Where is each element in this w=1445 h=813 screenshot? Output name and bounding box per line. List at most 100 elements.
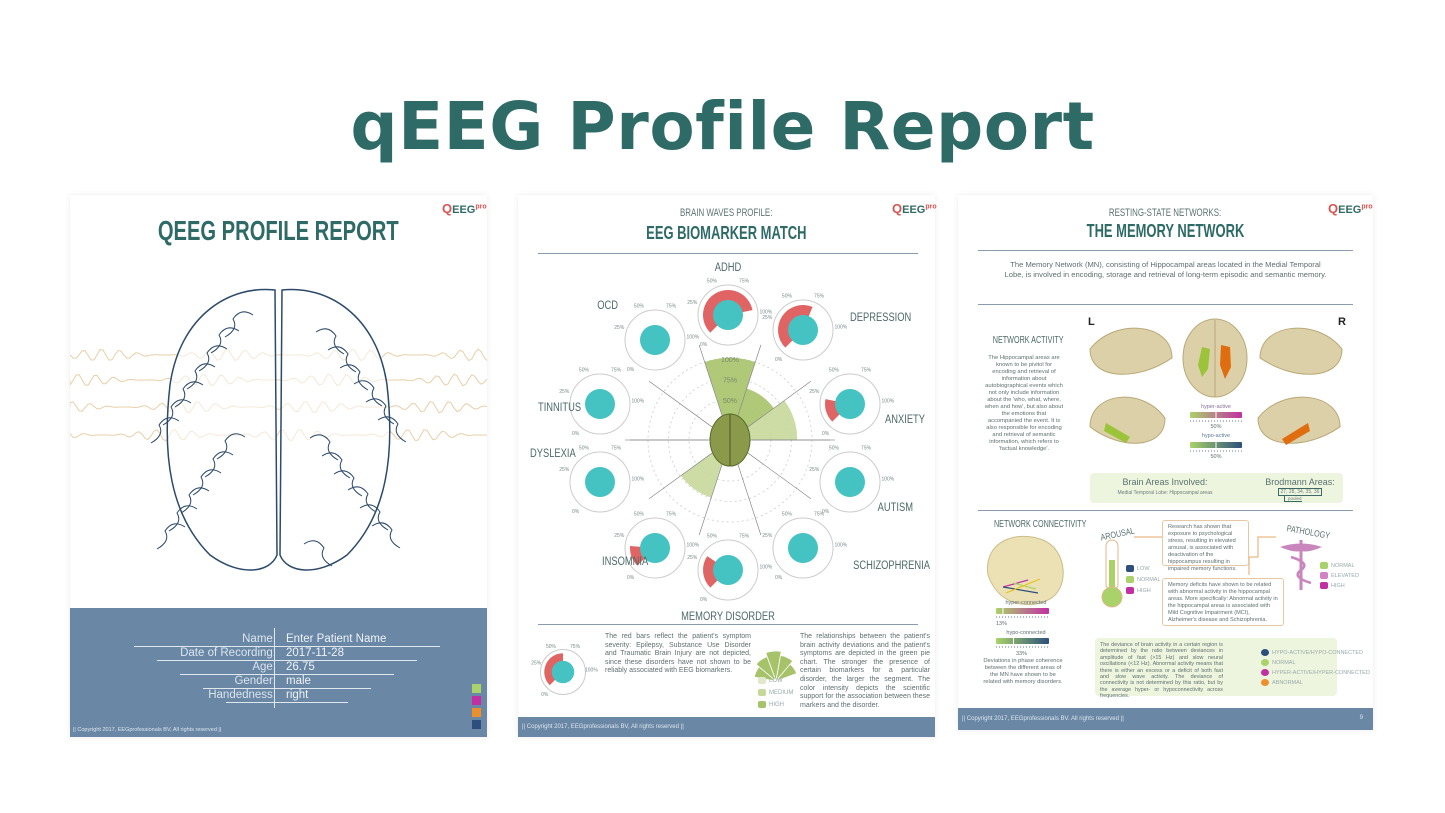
cover-title: QEEG PROFILE REPORT [158, 215, 399, 246]
gauge-center [713, 555, 743, 585]
eeg-wave-line [70, 401, 487, 414]
gauge-tick-label: 25% [809, 389, 820, 395]
footer: || Copyright 2017, EEGprofessionals BV, … [518, 717, 935, 737]
gauge-center [835, 389, 865, 419]
gauge-tick-label: 0% [822, 431, 830, 437]
connectivity-line [1002, 586, 1039, 594]
legend-label: HIGH [1137, 587, 1151, 594]
deviance-legend-item: ABNORMAL [1261, 679, 1303, 686]
network-connectivity-heading: NETWORK CONNECTIVITY [993, 519, 1087, 530]
brain-gyrus [333, 470, 363, 497]
left-hemisphere-label: L [1088, 316, 1095, 328]
legend-swatch [1261, 659, 1269, 666]
footer: || Copyright 2017, EEGprofessionals BV. … [958, 708, 1373, 730]
copyright: || Copyright 2017, EEGprofessionals BV. … [962, 716, 1124, 722]
deviance-legend-item: NORMAL [1261, 659, 1296, 666]
hyper-connected-value: 13% [996, 621, 1008, 627]
brain-gyrus [224, 311, 254, 338]
legend-pie-segment [774, 663, 798, 682]
legend-label: ELEVATED [1331, 572, 1359, 579]
right-hippocampus-highlight [1220, 345, 1231, 379]
headline: qEEG Profile Report [350, 88, 1095, 165]
brodmann-heading: Brodmann Areas: [1265, 477, 1335, 487]
gauge-tick-label: 0% [627, 367, 635, 373]
gauge-depression: 0%25%50% 75%100%DEPRESSION [762, 294, 911, 364]
hypo-active-label: hypo-active [1201, 433, 1231, 439]
field-value: right [286, 689, 309, 701]
legend-swatch [1126, 587, 1134, 594]
gauge-tick-label: 100% [834, 543, 847, 549]
disorder-label: DEPRESSION [850, 311, 911, 324]
gauge-autism: 0% 25% 50% 75% 100% AUTISM [809, 446, 913, 516]
polar-spoke [736, 344, 762, 420]
field-label: Age: [252, 661, 276, 673]
hyper-active-label: hyper-active [1201, 404, 1231, 410]
network-activity-text: The Hippocampal areas are known to be pi… [984, 355, 1064, 452]
eegpro-logo: QEEGpro [1328, 201, 1373, 216]
legend-pie-segment [775, 654, 794, 683]
gauge-tick-label: 50% [782, 512, 793, 518]
arousal-legend-item: LOW [1126, 565, 1150, 572]
brain-gyrus [365, 398, 395, 425]
disorder-label: ANXIETY [885, 413, 925, 426]
gauge-tick-label: 100% [881, 477, 894, 483]
deviance-legend-item: HYPO-ACTIVE/HYPO-CONNECTED [1261, 649, 1363, 656]
gauge-tick-label: 50% [579, 368, 590, 374]
brain-gyrus [339, 364, 369, 391]
gauge-tick-label: 0% [572, 431, 580, 437]
gauge-tick-label: 50% [829, 446, 840, 452]
legend-pie-segment [765, 650, 782, 683]
brain-gyrus [371, 522, 401, 549]
brain-gyrus [186, 363, 216, 390]
gauge-center [788, 533, 818, 563]
patient-field-row: Handedness: right [80, 688, 308, 702]
gauge-tick-label: 25% [809, 467, 820, 473]
copyright: || Copyright 2017, EEGprofessionals BV, … [522, 724, 684, 730]
gauge-anxiety: 0% 25% 50% 75% 100% ANXIETY [809, 368, 925, 438]
page-title: THE MEMORY NETWORK [1086, 221, 1245, 241]
polar-spoke [747, 380, 812, 428]
gauge-tick-label: 100% [834, 325, 847, 331]
disorder-label: SCHIZOPHRENIA [853, 559, 931, 572]
pathology-legend-item: HIGH [1320, 582, 1345, 589]
gauge-tick-label: 75% [611, 368, 622, 374]
field-underline [226, 702, 348, 703]
hyper-connected-bar [996, 608, 1049, 614]
left-medial-hippocampus [1104, 423, 1130, 443]
patient-field-row: Name: Enter Patient Name [80, 632, 386, 646]
patient-info-panel: Name: Enter Patient Name Date of Recording… [70, 608, 487, 737]
severity-bar [825, 399, 841, 422]
arousal-text-box: Research has shown that exposure to psyc… [1162, 520, 1249, 572]
brain-areas-box: Brain Areas Involved: Medial Temporal Lo… [1090, 473, 1343, 503]
divider [978, 510, 1353, 511]
deviance-text: The deviance of brain activity in a cert… [1100, 642, 1223, 700]
gauge-tick-label: 0% [700, 597, 708, 603]
network-activity-heading: NETWORK ACTIVITY [992, 335, 1064, 346]
caduceus-snake [1290, 555, 1312, 585]
gauge-tick-label: 75% [666, 304, 677, 310]
thermometer-level [1109, 560, 1115, 592]
cover-page: QEEGpro QEEG PROFILE REPORT Name: Enter P… [70, 195, 487, 737]
field-value: Enter Patient Name [286, 633, 387, 645]
legend-label: HIGH [1331, 582, 1345, 589]
gauge-center [640, 325, 670, 355]
brain-gyrus [321, 452, 351, 479]
brain-gyrus [204, 451, 234, 478]
brain-connectivity-view [987, 535, 1064, 606]
pathology-legend-item: ELEVATED [1320, 572, 1359, 579]
brain-gyrus [327, 346, 357, 373]
disorder-label: INSOMNIA [602, 555, 649, 568]
gauge-tick-label: 75% [570, 644, 581, 650]
legend-label: LOW [1137, 565, 1150, 572]
hyper-connected-label: hyper-connected [1005, 600, 1047, 606]
legend-label: HYPER-ACTIVE/HYPER-CONNECTED [1272, 669, 1370, 676]
deviance-legend-item: HYPER-ACTIVE/HYPER-CONNECTED [1261, 669, 1370, 676]
arousal-legend-item: HIGH [1126, 587, 1151, 594]
brain-gyrus [156, 523, 186, 550]
patient-field-row: Gender: male [80, 674, 311, 688]
gauge-ocd: 0% 25% 50% 75% 100% OCD [597, 299, 700, 373]
legend-swatch [758, 689, 766, 696]
divider [538, 624, 918, 625]
biomarker-segment [704, 358, 756, 440]
legend-swatch [1261, 649, 1269, 656]
